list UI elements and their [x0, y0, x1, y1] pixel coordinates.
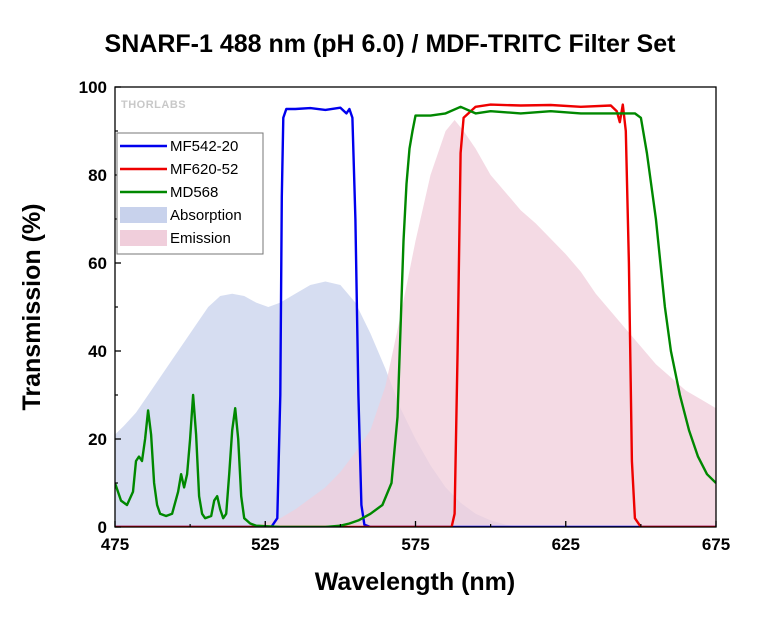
x-tick-label: 675: [702, 535, 730, 554]
thorlabs-watermark: THORLABS: [121, 99, 186, 111]
legend-label-mf620-52: MF620-52: [170, 161, 238, 178]
series-area-absorption: [115, 281, 716, 527]
x-tick-label: 525: [251, 535, 279, 554]
legend-label-emission: Emission: [170, 230, 231, 247]
chart-title: SNARF-1 488 nm (pH 6.0) / MDF-TRITC Filt…: [104, 30, 676, 58]
y-axis-title: Transmission (%): [18, 204, 46, 411]
x-tick-label: 575: [401, 535, 429, 554]
legend-label-absorption: Absorption: [170, 207, 242, 224]
y-tick-label: 20: [88, 430, 107, 449]
legend-label-mf542-20: MF542-20: [170, 138, 238, 155]
series-line-md568: [115, 105, 716, 527]
legend-swatch-emission: [120, 230, 167, 246]
legend: MF542-20 MF620-52 MD568 Absorption Emission: [116, 132, 264, 255]
y-tick-label: 0: [98, 518, 107, 537]
axes-layer: 475 525 575 625 675 0 20 40 60 80 100: [79, 78, 731, 554]
series-area-emission: [115, 120, 716, 527]
y-tick-label: 100: [79, 78, 107, 97]
line-series-layer: [115, 103, 716, 527]
y-tick-label: 80: [88, 166, 107, 185]
x-axis-title: Wavelength (nm): [315, 568, 515, 596]
series-line-mf620-52: [115, 103, 716, 527]
series-line-mf542-20: [115, 106, 716, 527]
x-tick-label: 475: [101, 535, 129, 554]
y-tick-label: 40: [88, 342, 107, 361]
legend-swatch-absorption: [120, 207, 167, 223]
y-tick-label: 60: [88, 254, 107, 273]
x-tick-label: 625: [552, 535, 580, 554]
area-series-layer: [115, 120, 716, 527]
legend-label-md568: MD568: [170, 184, 218, 201]
